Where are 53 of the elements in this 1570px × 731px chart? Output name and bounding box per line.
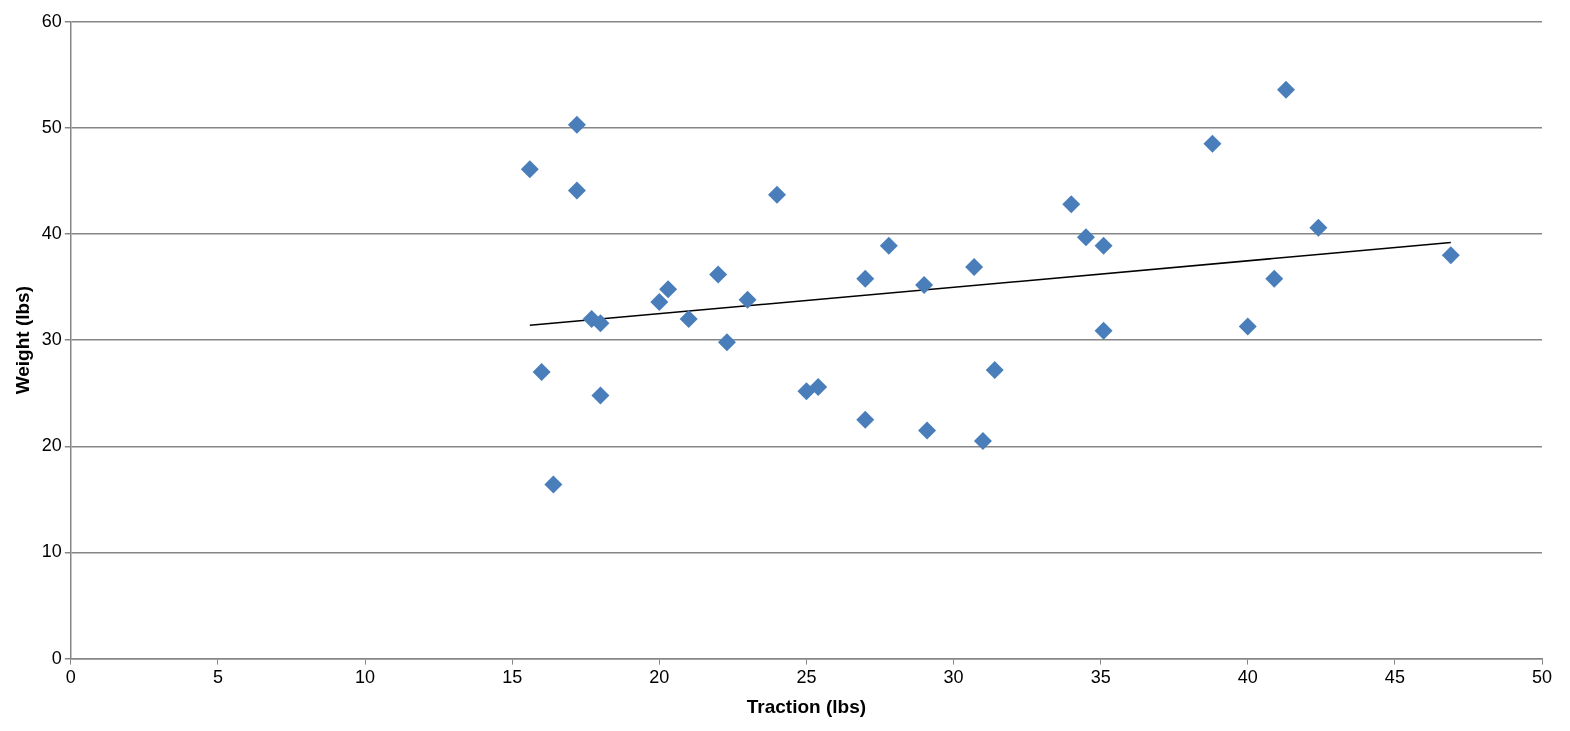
point <box>985 360 1004 379</box>
x-tick-label: 0 <box>65 667 76 688</box>
x-tick-label: 10 <box>355 667 376 688</box>
point <box>738 290 757 309</box>
point <box>1062 195 1081 214</box>
point <box>809 377 828 396</box>
point <box>520 160 539 179</box>
y-axis-title: Weight (lbs) <box>11 286 33 395</box>
x-tick-label: 15 <box>502 667 523 688</box>
point <box>767 185 786 204</box>
y-tick-label: 0 <box>51 647 62 668</box>
x-tick-label: 45 <box>1384 667 1405 688</box>
y-tick-label: 30 <box>41 329 62 350</box>
x-tick-label: 25 <box>796 667 817 688</box>
point <box>1309 218 1328 237</box>
point <box>1203 134 1222 153</box>
point <box>915 276 934 295</box>
x-axis-title: Traction (lbs) <box>746 695 867 717</box>
x-tick-label: 5 <box>212 667 223 688</box>
point <box>567 181 586 200</box>
point <box>1094 236 1113 255</box>
y-tick-label: 50 <box>41 116 62 137</box>
point <box>1076 228 1095 247</box>
y-tick-label: 10 <box>41 541 62 562</box>
point <box>659 280 678 299</box>
point <box>1265 269 1284 288</box>
point <box>1441 246 1460 265</box>
point <box>856 410 875 429</box>
point <box>918 421 937 440</box>
y-tick-label: 20 <box>41 435 62 456</box>
point <box>1277 80 1296 99</box>
point <box>717 333 736 352</box>
y-tick-label: 40 <box>41 223 62 244</box>
point <box>709 265 728 284</box>
point <box>532 363 551 382</box>
point <box>679 309 698 328</box>
point <box>567 115 586 134</box>
point <box>544 475 563 494</box>
x-tick-label: 50 <box>1531 667 1553 688</box>
point <box>856 269 875 288</box>
x-tick-label: 30 <box>943 667 964 688</box>
point <box>650 292 669 311</box>
point <box>1238 317 1257 336</box>
point <box>797 382 816 401</box>
point <box>879 236 898 255</box>
point <box>591 386 610 405</box>
point <box>965 257 984 276</box>
x-tick-label: 40 <box>1237 667 1258 688</box>
y-tick-label: 60 <box>41 10 62 31</box>
point <box>1094 321 1113 340</box>
x-tick-label: 20 <box>649 667 670 688</box>
x-tick-label: 35 <box>1090 667 1111 688</box>
point <box>973 432 992 451</box>
